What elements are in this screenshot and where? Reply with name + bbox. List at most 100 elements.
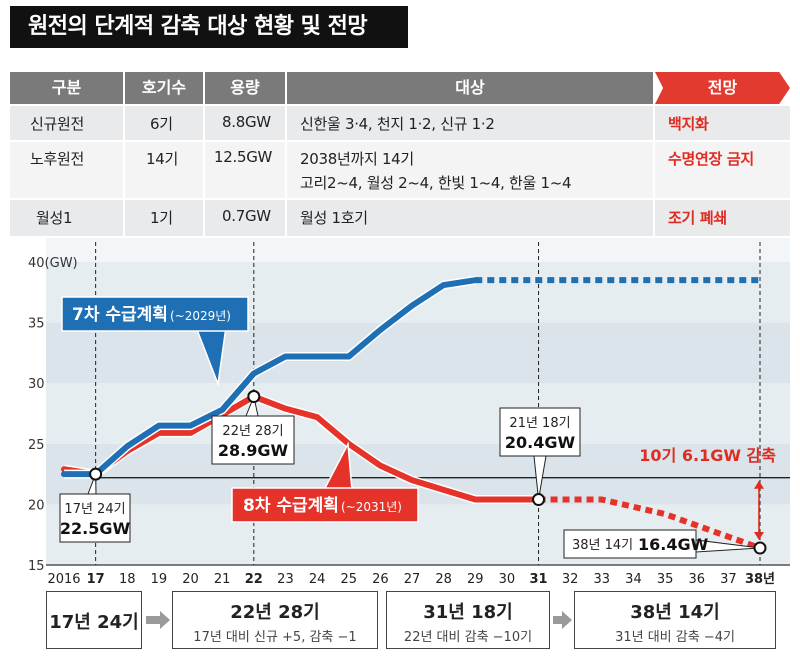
x-tick-label: 37 xyxy=(720,572,737,587)
y-tick-label: 20 xyxy=(28,498,45,513)
annotation-marker xyxy=(532,493,546,507)
row2-outlook: 수명연장 금지 xyxy=(668,150,754,168)
x-tick-label: 29 xyxy=(467,572,484,587)
legend-8th-label: 8차 수급계획 (~2031년) xyxy=(243,496,402,516)
col-sep-2 xyxy=(203,106,205,236)
timeline-2038: 38년 14기 31년 대비 감축 −4기 xyxy=(574,591,776,649)
x-tick-label: 32 xyxy=(562,572,579,587)
row1-capacity: 8.8GW xyxy=(222,113,271,131)
x-tick-label: 22 xyxy=(245,572,263,587)
page-title: 원전의 단계적 감축 대상 현황 및 전망 xyxy=(10,6,408,48)
x-tick-label: 17 xyxy=(87,572,105,587)
annotation-box xyxy=(563,529,697,559)
reduction-arrow-head-bottom xyxy=(754,532,764,541)
row-bg-1 xyxy=(10,106,790,142)
legend-7th-box xyxy=(61,296,249,332)
row3-outlook: 조기 폐쇄 xyxy=(668,209,727,227)
row2-type: 노후원전 xyxy=(30,150,85,168)
annotation-marker xyxy=(753,541,767,555)
x-tick-label: 2016 xyxy=(47,572,80,587)
series-line-7th-plan xyxy=(61,277,479,478)
x-tick-label: 30 xyxy=(499,572,516,587)
header-targets: 대상 xyxy=(287,72,653,104)
row3-type: 월성1 xyxy=(36,209,73,227)
x-tick-label: 27 xyxy=(404,572,421,587)
row1-type: 신규원전 xyxy=(30,115,85,133)
reduction-arrow-head-top xyxy=(754,480,764,489)
row-bg-3 xyxy=(10,200,790,236)
timeline-2017: 17년 24기 xyxy=(46,591,142,649)
legend-7th-plan: 7차 수급계획 (~2029년) xyxy=(61,296,249,387)
annotation-box xyxy=(59,493,131,543)
col-sep-4 xyxy=(653,106,655,236)
x-tick-label: 24 xyxy=(309,572,326,587)
x-tick-label: 19 xyxy=(151,572,168,587)
header-outlook: 전망 xyxy=(655,72,790,104)
annotation-line2: 22.5GW xyxy=(60,519,131,538)
row2-targets-1: 2038년까지 14기 xyxy=(300,150,414,168)
x-tick-label: 21 xyxy=(214,572,231,587)
x-tick-label: 26 xyxy=(372,572,389,587)
row-bg-2 xyxy=(10,142,790,200)
timeline-2022-title: 22년 28기 xyxy=(230,602,320,623)
reduction-label: 10기 6.1GW 감축 xyxy=(639,446,776,465)
row2-targets-2: 고리2~4, 월성 2~4, 한빛 1~4, 한울 1~4 xyxy=(300,174,572,192)
annotation-marker xyxy=(89,467,103,481)
annotation-line1: 22년 28기 xyxy=(222,424,283,439)
timeline-2031-title: 31년 18기 xyxy=(423,602,513,623)
x-tick-label: 34 xyxy=(625,572,642,587)
header-units: 호기수 xyxy=(125,72,203,104)
col-sep-1 xyxy=(123,106,125,236)
timeline-2022: 22년 28기 17년 대비 신규 +5, 감축 −1 xyxy=(172,591,378,649)
timeline-2017-title: 17년 24기 xyxy=(49,612,139,633)
legend-8th-box xyxy=(231,487,419,523)
annotation-box xyxy=(211,415,295,465)
row1-targets: 신한울 3·4, 천지 1·2, 신규 1·2 xyxy=(300,115,495,133)
x-tick-label: 35 xyxy=(657,572,674,587)
annotation-box xyxy=(499,407,581,457)
row3-targets: 월성 1호기 xyxy=(300,209,368,227)
annotation-marker xyxy=(247,390,261,404)
timeline-2031: 31년 18기 22년 대비 감축 −10기 xyxy=(386,591,550,649)
row3-units: 1기 xyxy=(150,209,173,227)
row1-units: 6기 xyxy=(150,115,173,133)
annotation-line1: 17년 24기 xyxy=(64,502,125,517)
x-tick-label: 33 xyxy=(594,572,611,587)
legend-7th-label: 7차 수급계획 (~2029년) xyxy=(72,305,231,325)
y-tick-label: 25 xyxy=(28,438,45,453)
grid-band xyxy=(46,322,790,384)
x-tick-label: 23 xyxy=(277,572,294,587)
timeline-2038-title: 38년 14기 xyxy=(630,602,720,623)
y-tick-label: 30 xyxy=(28,377,45,392)
row1-outlook: 백지화 xyxy=(668,115,709,133)
header-type: 구분 xyxy=(10,72,123,104)
annotation-line2: 28.9GW xyxy=(218,441,289,460)
row3-capacity: 0.7GW xyxy=(222,207,271,225)
x-tick-label: 20 xyxy=(182,572,199,587)
x-tick-label: 38년 xyxy=(745,572,775,587)
row-sep-1 xyxy=(10,140,790,142)
x-tick-label: 36 xyxy=(688,572,705,587)
header-capacity: 용량 xyxy=(205,72,285,104)
timeline-2031-sub: 22년 대비 감축 −10기 xyxy=(403,630,533,645)
x-tick-label: 25 xyxy=(340,572,357,587)
col-sep-3 xyxy=(285,106,287,236)
x-tick-label: 31 xyxy=(529,572,547,587)
annotation-line1: 38년 14기 xyxy=(572,538,633,553)
x-tick-label: 28 xyxy=(435,572,452,587)
x-tick-label: 18 xyxy=(119,572,136,587)
annotation-line2: 16.4GW xyxy=(638,535,709,554)
timeline-2022-sub: 17년 대비 신규 +5, 감축 −1 xyxy=(193,630,357,645)
series-line-8th-plan xyxy=(61,393,542,503)
timeline-2038-sub: 31년 대비 감축 −4기 xyxy=(615,630,735,645)
annotation-line1: 21년 18기 xyxy=(509,416,570,431)
annotation-line2: 20.4GW xyxy=(505,433,576,452)
row2-capacity: 12.5GW xyxy=(214,148,273,166)
legend-8th-plan: 8차 수급계획 (~2031년) xyxy=(231,441,419,523)
y-tick-label: 35 xyxy=(28,317,45,332)
y-tick-label: 15 xyxy=(28,559,45,574)
row-sep-2 xyxy=(10,198,790,200)
y-tick-label: 40(GW) xyxy=(28,256,78,271)
row2-units: 14기 xyxy=(146,150,178,168)
